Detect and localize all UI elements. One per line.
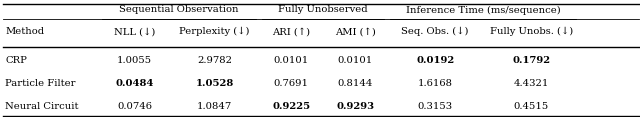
- Text: Fully Unobserved: Fully Unobserved: [278, 5, 368, 14]
- Text: NLL (↓): NLL (↓): [114, 27, 155, 36]
- Text: Sequential Observation: Sequential Observation: [120, 5, 239, 14]
- Text: ARI (↑): ARI (↑): [272, 27, 310, 36]
- Text: 1.0528: 1.0528: [195, 79, 234, 88]
- Text: 0.8144: 0.8144: [337, 79, 373, 88]
- Text: 0.3153: 0.3153: [418, 102, 452, 111]
- Text: 2.9782: 2.9782: [197, 56, 232, 65]
- Text: 0.9225: 0.9225: [272, 102, 310, 111]
- Text: 1.6168: 1.6168: [418, 79, 452, 88]
- Text: 0.9293: 0.9293: [336, 102, 374, 111]
- Text: 1.0847: 1.0847: [196, 102, 232, 111]
- Text: 0.0746: 0.0746: [117, 102, 152, 111]
- Text: Method: Method: [5, 27, 44, 36]
- Text: 0.0101: 0.0101: [337, 56, 373, 65]
- Text: AMI (↑): AMI (↑): [335, 27, 376, 36]
- Text: Neural Circuit: Neural Circuit: [5, 102, 79, 111]
- Text: Fully Unobs. (↓): Fully Unobs. (↓): [490, 27, 573, 36]
- Text: 1.0055: 1.0055: [117, 56, 152, 65]
- Text: CRP: CRP: [5, 56, 27, 65]
- Text: 0.0101: 0.0101: [273, 56, 309, 65]
- Text: 0.7691: 0.7691: [274, 79, 308, 88]
- Text: 0.0484: 0.0484: [115, 79, 154, 88]
- Text: Seq. Obs. (↓): Seq. Obs. (↓): [401, 27, 469, 36]
- Text: Particle Filter: Particle Filter: [5, 79, 76, 88]
- Text: 4.4321: 4.4321: [513, 79, 549, 88]
- Text: Perplexity (↓): Perplexity (↓): [179, 27, 250, 36]
- Text: 0.4515: 0.4515: [513, 102, 549, 111]
- Text: Inference Time (ms/sequence): Inference Time (ms/sequence): [406, 5, 561, 15]
- Text: 0.1792: 0.1792: [512, 56, 550, 65]
- Text: 0.0192: 0.0192: [416, 56, 454, 65]
